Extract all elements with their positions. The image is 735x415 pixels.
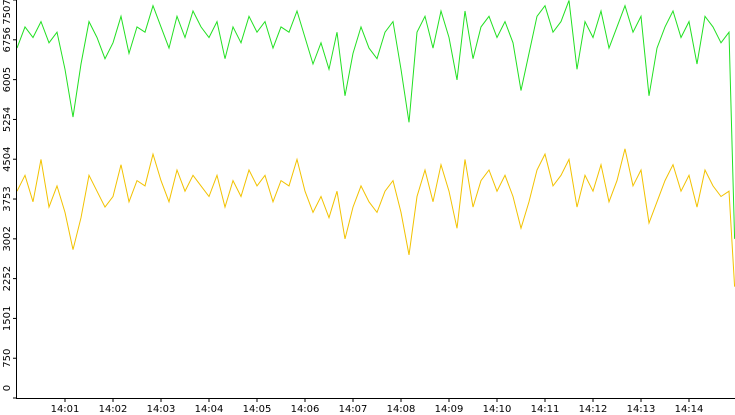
x-tick-label: 14:13 bbox=[627, 404, 656, 415]
x-tick-label: 14:03 bbox=[147, 404, 176, 415]
x-tick-label: 14:14 bbox=[675, 404, 704, 415]
y-tick-label: 5254 bbox=[2, 107, 13, 132]
x-tick-label: 14:08 bbox=[387, 404, 416, 415]
y-tick-label: 750 bbox=[2, 349, 13, 368]
y-tick-label: 2252 bbox=[2, 266, 13, 291]
y-tick-label: 6005 bbox=[2, 67, 13, 92]
y-tick-label: 1501 bbox=[2, 306, 13, 331]
x-tick-label: 14:02 bbox=[99, 404, 128, 415]
x-tick-label: 14:10 bbox=[483, 404, 512, 415]
x-tick-label: 14:09 bbox=[435, 404, 464, 415]
y-tick-label: 3753 bbox=[2, 186, 13, 211]
x-tick-label: 14:07 bbox=[339, 404, 368, 415]
data-line bbox=[16, 0, 735, 239]
x-tick-label: 14:12 bbox=[579, 404, 608, 415]
y-tick-label: 3002 bbox=[2, 226, 13, 251]
x-tick-label: 14:11 bbox=[531, 404, 560, 415]
x-tick-label: 14:05 bbox=[243, 404, 272, 415]
x-tick-label: 14:04 bbox=[195, 404, 224, 415]
y-tick-label: 0 bbox=[2, 385, 13, 391]
y-tick-label: 4504 bbox=[2, 146, 13, 171]
x-tick-label: 14:06 bbox=[291, 404, 320, 415]
x-tick-label: 14:01 bbox=[51, 404, 80, 415]
y-tick-label: 7507 bbox=[2, 0, 13, 25]
y-tick-label: 6756 bbox=[2, 27, 13, 52]
data-line bbox=[16, 148, 735, 287]
